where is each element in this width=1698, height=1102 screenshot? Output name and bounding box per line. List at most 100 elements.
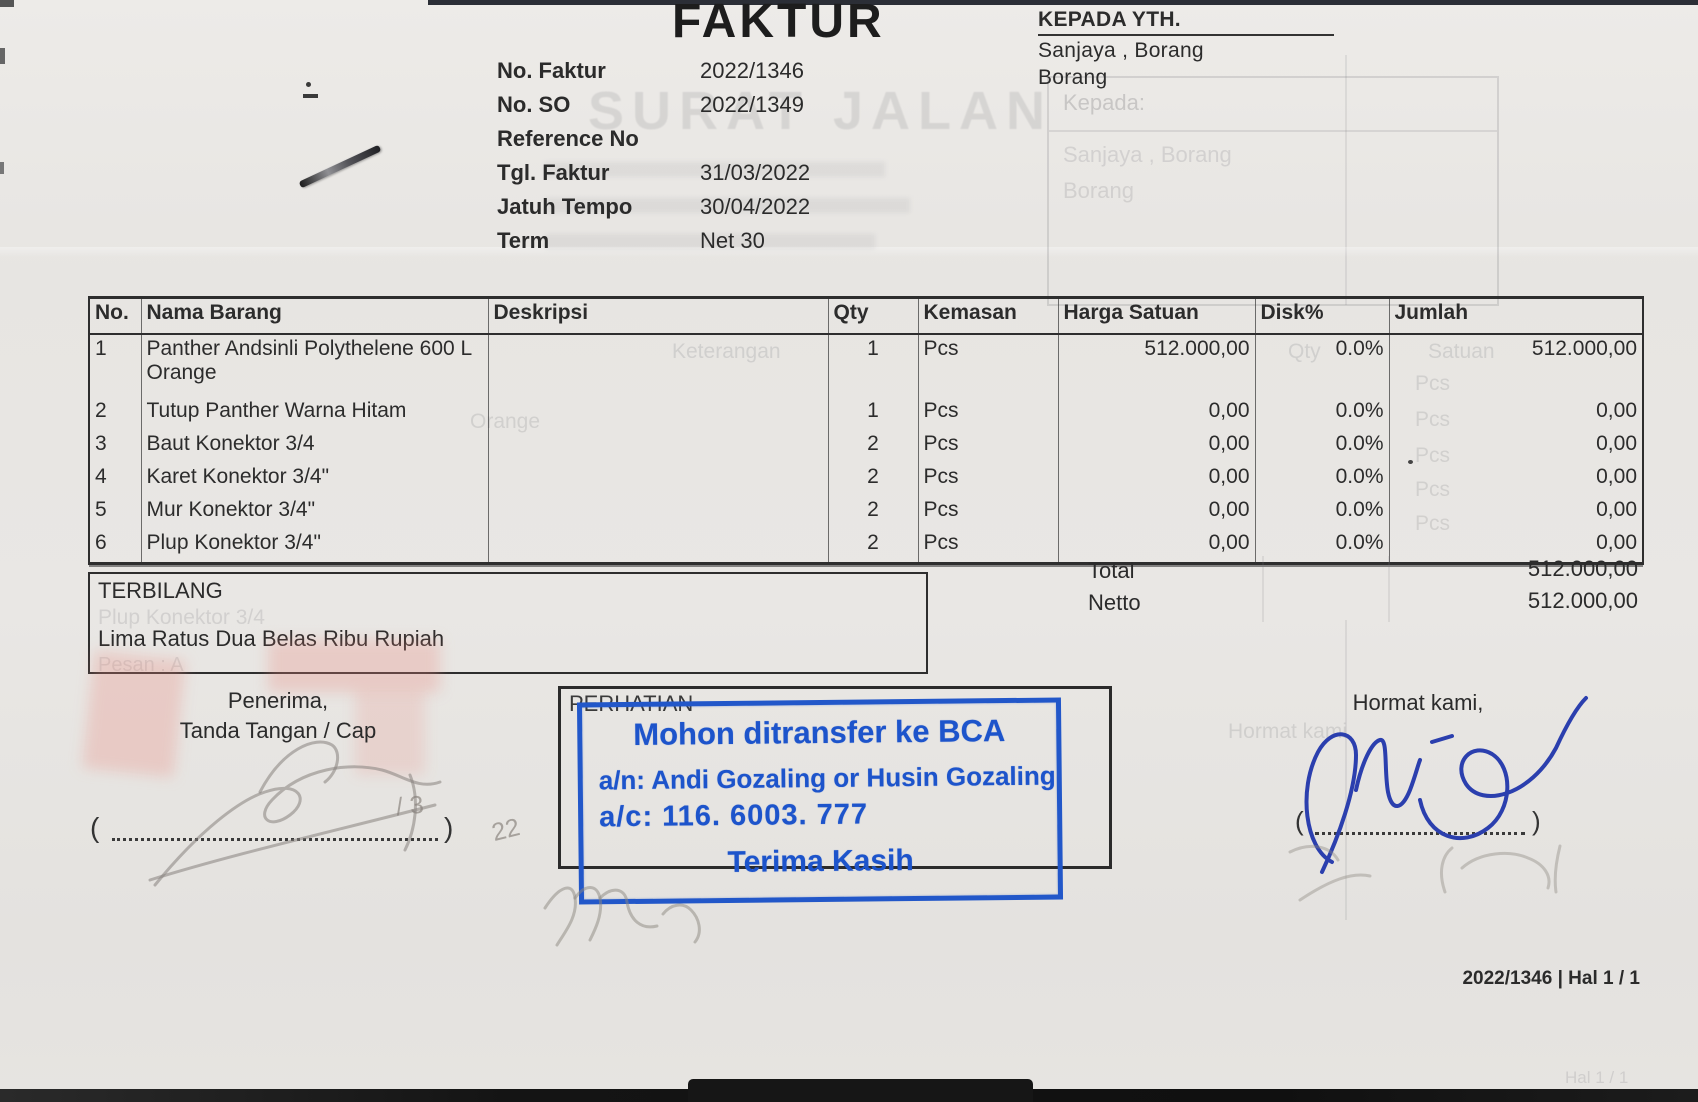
right-signline-paren-close: ): [1532, 806, 1541, 836]
terbilang-text: Lima Ratus Dua Belas Ribu Rupiah: [98, 626, 445, 651]
left-signature-dotted-line: [112, 814, 438, 841]
cell-name: Karet Konektor 3/4": [141, 463, 489, 496]
cell-desc: [488, 334, 829, 397]
bleed-kepada-label: Kepada:: [1063, 90, 1145, 115]
bleed-bar-2: [545, 198, 910, 213]
bleed-kepada-line2: Borang: [1063, 178, 1134, 203]
totals-ghost-line-2: [1388, 556, 1390, 622]
cell-jumlah: 0,00: [1596, 432, 1637, 455]
bleed-kepada-line1: Sanjaya , Borang: [1063, 142, 1232, 167]
pencil-note-22: 22: [488, 813, 523, 847]
cell-disk: 0.0%: [1255, 529, 1390, 564]
cell-desc: [488, 397, 829, 430]
cell-qty: 1: [828, 334, 919, 397]
cell-no: 2: [89, 397, 142, 430]
meta-label-jatuh-tempo: Jatuh Tempo: [497, 194, 633, 219]
netto-value: 512.000,00: [1527, 588, 1638, 613]
cell-jumlah: 0,00: [1596, 399, 1637, 422]
cell-jumlah: 512.000,00: [1531, 337, 1637, 360]
col-header-harga: Harga Satuan: [1058, 297, 1256, 335]
perhatian-label: PERHATIAN: [569, 691, 694, 716]
corner-dot-mark: [306, 82, 311, 87]
cell-kemasan: Pcs: [918, 397, 1059, 430]
cell-no: 4: [89, 463, 142, 496]
col-header-name: Nama Barang: [141, 297, 489, 335]
cell-name: Baut Konektor 3/4: [141, 430, 489, 463]
cell-jumlah: 0,00: [1596, 498, 1637, 521]
total-label: Total: [1088, 558, 1135, 583]
bleed-bar-1: [545, 162, 885, 177]
cell-no: 3: [89, 430, 142, 463]
scan-edge-left-tick-1: [0, 48, 5, 64]
recipient-line-2: Borang: [1038, 66, 1108, 89]
cell-kemasan: Pcs: [918, 463, 1059, 496]
bleed-hal: Hal 1 / 1: [1565, 1068, 1629, 1087]
cell-kemasan: Pcs: [918, 430, 1059, 463]
stamp-line-transfer: Mohon ditransfer ke BCA: [633, 713, 1006, 752]
bleed-pcs-4: Pcs: [1415, 478, 1451, 501]
page-footer: 2022/1346 | Hal 1 / 1: [1462, 968, 1640, 989]
cell-qty: 2: [828, 529, 919, 564]
cell-disk: 0.0%: [1255, 397, 1390, 430]
col-header-desc: Deskripsi: [488, 297, 829, 335]
terbilang-box: TERBILANG Plup Konektor 3/4 Lima Ratus D…: [88, 572, 928, 676]
cell-no: 6: [89, 529, 142, 564]
bleed-pesan: Pesan : A: [98, 654, 184, 676]
penerima-pencil-signature: [148, 740, 442, 887]
left-signline-paren-close: ): [444, 812, 454, 843]
meta-label-no-faktur: No. Faktur: [497, 58, 606, 83]
meta-label-reference: Reference No: [497, 126, 639, 151]
red-stamp-bleed-3: [355, 690, 425, 775]
meta-value-no-faktur: 2022/1346: [700, 58, 804, 83]
cell-qty: 2: [828, 496, 919, 529]
document-title: FAKTUR: [672, 0, 885, 48]
cell-no: 1: [89, 334, 142, 397]
bleed-plup-line: Plup Konektor 3/4: [98, 606, 265, 629]
cell-desc: [488, 463, 829, 496]
table-row: 6 Plup Konektor 3/4" 2 Pcs 0,00 0.0% 0,0…: [89, 529, 1643, 564]
scan-edge-bottom-bump: [688, 1079, 1033, 1102]
meta-value-tgl-faktur: 31/03/2022: [700, 160, 811, 185]
cell-qty: 1: [828, 397, 919, 430]
invoice-meta-block: No. Faktur 2022/1346 No. SO 2022/1349 Re…: [497, 58, 1017, 262]
cell-kemasan: Pcs: [918, 334, 1059, 397]
col-header-qty: Qty: [828, 297, 919, 335]
bleed-pcs-5: Pcs: [1415, 512, 1451, 535]
left-signline-paren-open: (: [90, 812, 100, 843]
right-signature-dotted-line: [1315, 808, 1525, 835]
cell-desc: [488, 496, 829, 529]
bleed-pcs-2: Pcs: [1415, 408, 1451, 431]
cell-disk: 0.0%: [1255, 334, 1390, 397]
bleed-pcs-3: Pcs: [1415, 444, 1451, 467]
cell-desc: [488, 529, 829, 564]
tanda-tangan-label: Tanda Tangan / Cap: [179, 718, 377, 743]
meta-value-term: Net 30: [700, 228, 765, 253]
meta-value-no-so: 2022/1349: [700, 92, 804, 117]
meta-value-jatuh-tempo: 30/04/2022: [700, 194, 811, 219]
table-row: 3 Baut Konektor 3/4 2 Pcs 0,00 0.0% 0,00: [89, 430, 1643, 463]
bleed-bar-3: [545, 234, 875, 249]
cell-harga: 0,00: [1058, 397, 1256, 430]
meta-label-tgl-faktur: Tgl. Faktur: [497, 160, 610, 185]
corner-dash-mark: [303, 94, 318, 98]
cell-desc: [488, 430, 829, 463]
bleed-kepada-divider: [1049, 130, 1497, 132]
scan-edge-top-left: [0, 0, 14, 7]
stray-dot-mark: [1408, 460, 1413, 464]
red-stamp-bleed-2: [268, 640, 440, 692]
table-row: 4 Karet Konektor 3/4" 2 Pcs 0,00 0.0% 0,…: [89, 463, 1643, 496]
cell-jumlah: 0,00: [1596, 531, 1637, 554]
scan-edge-left-tick-2: [0, 162, 4, 174]
bleed-satuan: Satuan: [1428, 340, 1495, 363]
cell-disk: 0.0%: [1255, 430, 1390, 463]
cell-harga: 0,00: [1058, 529, 1256, 564]
perhatian-box: PERHATIAN: [558, 686, 1112, 869]
cell-disk: 0.0%: [1255, 463, 1390, 496]
cell-qty: 2: [828, 430, 919, 463]
table-row: 5 Mur Konektor 3/4" 2 Pcs 0,00 0.0% 0,00: [89, 496, 1643, 529]
col-header-disk: Disk%: [1255, 297, 1390, 335]
cell-harga: 512.000,00: [1058, 334, 1256, 397]
items-table: No. Nama Barang Deskripsi Qty Kemasan Ha…: [88, 296, 1644, 565]
totals-ghost-line-1: [1262, 556, 1264, 622]
